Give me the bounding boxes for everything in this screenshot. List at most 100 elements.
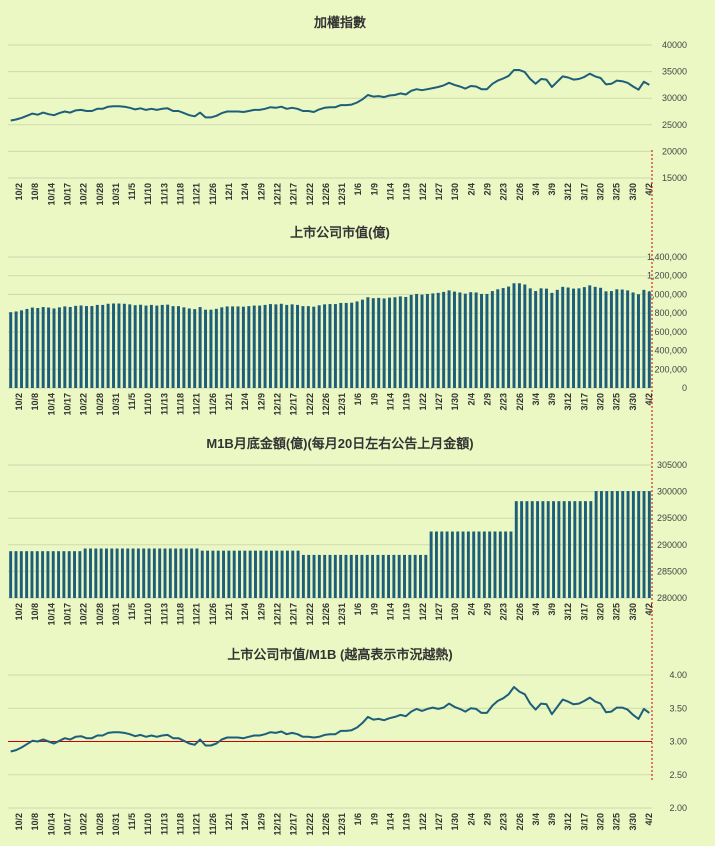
x-tick-label: 10/14 — [46, 183, 56, 206]
x-tick-label: 12/17 — [289, 603, 299, 626]
x-tick-label: 10/28 — [95, 183, 105, 206]
bar — [204, 309, 208, 388]
bar — [546, 501, 550, 598]
x-tick-label: 3/12 — [563, 393, 573, 411]
x-tick-label: 2/4 — [466, 813, 476, 826]
bar — [241, 306, 245, 388]
x-tick-label: 2/9 — [483, 393, 493, 406]
x-tick-label: 1/9 — [369, 183, 379, 196]
bar — [555, 289, 559, 388]
bar — [461, 531, 465, 598]
y-tick-label: 35000 — [662, 67, 687, 77]
x-tick-label: 10/22 — [79, 603, 89, 626]
x-tick-label: 4/2 — [644, 183, 654, 196]
bar — [539, 288, 543, 388]
bar — [73, 551, 76, 598]
bar — [474, 292, 478, 388]
bar — [360, 554, 364, 598]
bar — [182, 307, 186, 388]
bar — [279, 303, 283, 388]
x-tick-label: 10/2 — [14, 813, 24, 831]
bar — [99, 548, 103, 598]
bar — [317, 554, 321, 598]
bar — [307, 554, 311, 598]
bar — [642, 491, 646, 598]
bar — [514, 501, 518, 598]
x-tick-label: 12/26 — [321, 603, 331, 626]
bar — [578, 501, 582, 598]
bar — [225, 306, 229, 388]
x-tick-label: 12/31 — [337, 183, 347, 206]
bar — [507, 286, 511, 388]
x-tick-label: 11/26 — [208, 183, 218, 205]
bar — [493, 531, 497, 598]
x-tick-label: 2/26 — [515, 183, 525, 201]
bar — [280, 550, 284, 598]
x-tick-label: 10/17 — [63, 393, 73, 416]
bar — [94, 548, 98, 598]
x-tick-label: 10/8 — [30, 813, 40, 831]
x-tick-label: 1/22 — [418, 183, 428, 201]
y-tick-label: 2.50 — [669, 770, 687, 780]
bar — [452, 291, 456, 388]
x-tick-label: 3/20 — [596, 603, 606, 621]
x-tick-label: 10/28 — [95, 603, 105, 626]
x-tick-label: 12/26 — [321, 393, 331, 416]
bar — [30, 307, 34, 388]
x-tick-label: 1/30 — [450, 393, 460, 411]
bar — [14, 311, 18, 388]
x-tick-label: 12/1 — [224, 183, 234, 201]
x-tick-label: 12/22 — [305, 393, 315, 416]
bar — [144, 305, 148, 388]
bar — [371, 298, 375, 388]
x-tick-label: 1/27 — [434, 393, 444, 411]
y-tick-label: 290000 — [657, 540, 687, 550]
bar — [568, 501, 571, 598]
x-tick-label: 3/20 — [596, 813, 606, 831]
x-tick-label: 4/2 — [644, 603, 654, 616]
bar — [136, 548, 140, 598]
bar — [46, 551, 50, 598]
x-tick-label: 2/4 — [466, 183, 476, 196]
chart4-title: 上市公司市值/M1B (越高表示市況越熱) — [227, 647, 452, 662]
bar — [469, 292, 473, 388]
x-tick-label: 10/17 — [63, 183, 73, 206]
bar — [344, 302, 348, 388]
x-tick-label: 3/12 — [563, 813, 573, 831]
bar — [517, 283, 521, 388]
x-tick-label: 1/6 — [353, 393, 363, 406]
bar — [458, 292, 462, 388]
bar — [525, 501, 529, 598]
bar — [333, 304, 337, 388]
x-tick-label: 10/8 — [30, 603, 40, 621]
bar — [231, 306, 235, 388]
x-tick-label: 1/22 — [418, 393, 428, 411]
x-tick-label: 11/13 — [159, 813, 169, 835]
x-tick-label: 10/22 — [79, 813, 89, 836]
bar — [376, 554, 380, 598]
bar — [456, 531, 460, 598]
bar — [344, 554, 348, 598]
bar — [90, 306, 94, 388]
bar — [366, 297, 370, 388]
bar — [222, 550, 226, 598]
bar — [248, 550, 252, 598]
bar — [312, 306, 316, 388]
x-tick-label: 10/8 — [30, 393, 40, 411]
x-tick-label: 3/25 — [612, 183, 622, 201]
y-tick-label: 1,000,000 — [647, 289, 687, 299]
bar — [211, 550, 215, 598]
x-tick-label: 3/20 — [596, 393, 606, 411]
y-tick-label: 40000 — [662, 40, 687, 50]
bar — [317, 305, 321, 388]
x-tick-label: 10/31 — [111, 393, 121, 416]
x-tick-label: 3/4 — [531, 813, 541, 826]
bar — [285, 304, 289, 388]
x-tick-label: 2/23 — [499, 813, 509, 831]
bar — [193, 309, 197, 388]
bar — [51, 551, 55, 598]
bar — [447, 290, 451, 388]
bar — [247, 306, 251, 388]
x-tick-label: 3/9 — [547, 183, 557, 196]
bar — [425, 293, 429, 388]
